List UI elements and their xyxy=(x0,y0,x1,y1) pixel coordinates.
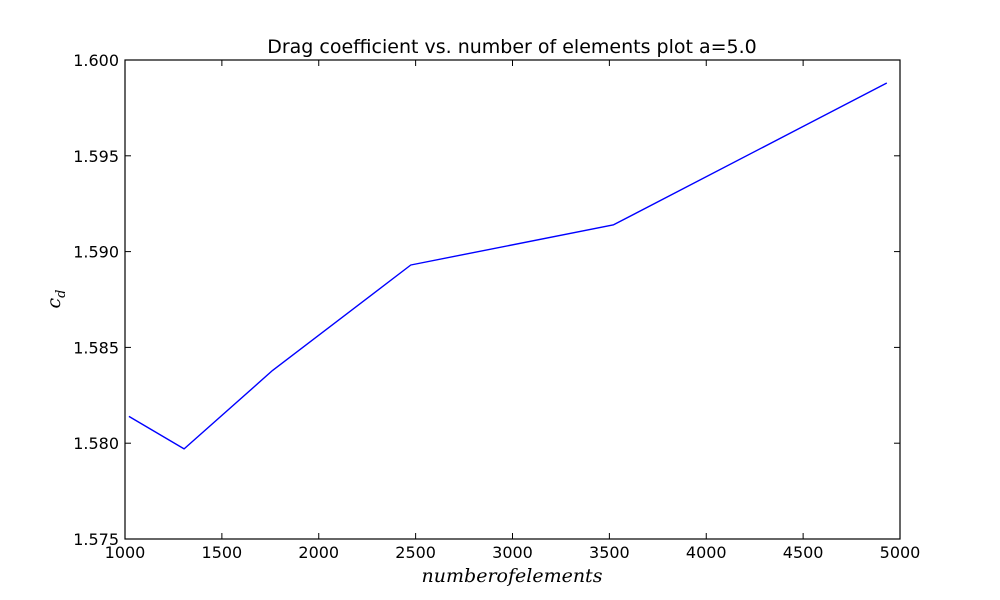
x-tick-label: 1000 xyxy=(105,543,146,562)
x-tick-label: 2500 xyxy=(395,543,436,562)
y-axis-label-subscript: d xyxy=(54,290,69,298)
y-tick-label: 1.595 xyxy=(73,147,119,166)
y-tick-label: 1.590 xyxy=(73,243,119,262)
plot-frame xyxy=(124,59,901,540)
chart-title: Drag coefficient vs. number of elements … xyxy=(267,36,757,58)
x-tick-label: 2000 xyxy=(298,543,339,562)
series-line-0 xyxy=(128,82,888,450)
plot-area: 1000 1500 2000 2500 3000 3500 4000 4500 5000 1.57… xyxy=(73,51,920,562)
y-tick-label: 1.580 xyxy=(73,434,119,453)
y-tick-label: 1.575 xyxy=(73,530,119,549)
x-tick-label: 1500 xyxy=(202,543,243,562)
x-tick-label: 5000 xyxy=(880,543,921,562)
y-tick-label: 1.600 xyxy=(73,51,119,70)
x-tick-label: 4500 xyxy=(783,543,824,562)
x-tick-label: 3000 xyxy=(492,543,533,562)
y-axis-label-base: c xyxy=(43,297,65,308)
x-axis-label: numberofelements xyxy=(422,565,603,587)
x-tick-label: 3500 xyxy=(589,543,630,562)
x-tick-label: 4000 xyxy=(686,543,727,562)
y-tick-label: 1.585 xyxy=(73,338,119,357)
y-axis-label: cd xyxy=(43,290,69,309)
